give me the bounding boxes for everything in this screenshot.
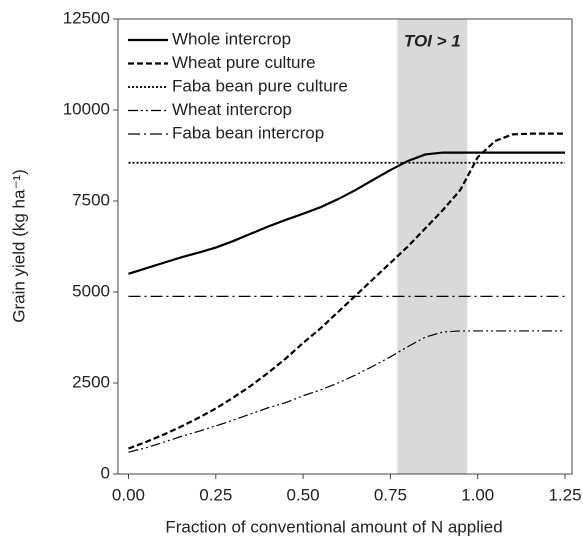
y-tick-label: 7500 bbox=[72, 190, 110, 209]
x-tick-label: 0.25 bbox=[199, 485, 232, 504]
shaded-region bbox=[397, 19, 468, 474]
y-tick-label: 5000 bbox=[72, 281, 110, 300]
x-tick-label: 0.00 bbox=[112, 485, 145, 504]
legend-label: Whole intercrop bbox=[172, 29, 291, 48]
y-tick-label: 12500 bbox=[63, 8, 110, 27]
series-line bbox=[128, 132, 566, 450]
series-line bbox=[128, 151, 566, 275]
x-tick-label: 0.50 bbox=[287, 485, 320, 504]
x-tick-label: 1.00 bbox=[461, 485, 494, 504]
y-tick-label: 0 bbox=[101, 463, 110, 482]
x-tick-label: 1.25 bbox=[548, 485, 581, 504]
legend-label: Faba bean intercrop bbox=[172, 123, 324, 142]
plot-frame bbox=[117, 18, 573, 475]
x-axis-title: Fraction of conventional amount of N app… bbox=[165, 517, 502, 536]
legend-label: Faba bean pure culture bbox=[172, 76, 348, 95]
legend-label: Wheat intercrop bbox=[172, 100, 292, 119]
y-tick-label: 2500 bbox=[72, 372, 110, 391]
legend-label: Wheat pure culture bbox=[172, 53, 316, 72]
y-axis-title: Grain yield (kg ha⁻¹) bbox=[9, 169, 28, 323]
annotation: TOI > 1 bbox=[404, 31, 461, 50]
y-tick-label: 10000 bbox=[63, 99, 110, 118]
series-line bbox=[128, 330, 566, 453]
x-tick-label: 0.75 bbox=[374, 485, 407, 504]
